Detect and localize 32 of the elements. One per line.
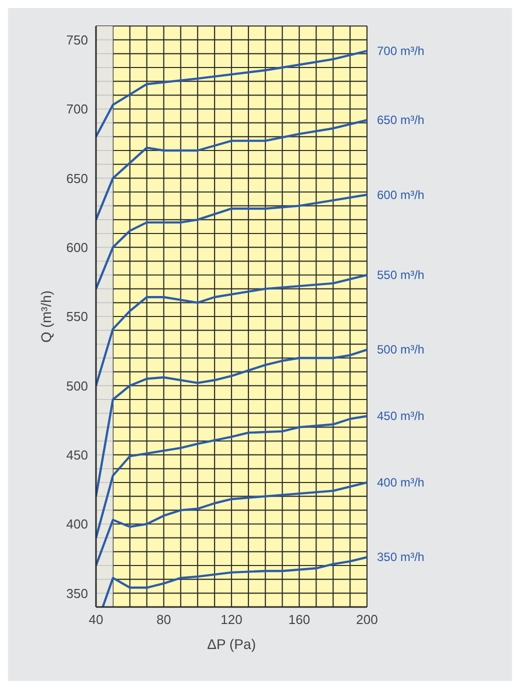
y-tick-label: 750 (66, 32, 88, 48)
series-label: 700 m³/h (377, 44, 424, 58)
line-series (96, 194, 367, 290)
y-tick-label: 350 (66, 586, 88, 601)
y-tick-label: 700 (66, 102, 88, 117)
x-tick-label: 40 (88, 612, 104, 628)
line-series (96, 415, 367, 539)
y-tick-label: 450 (66, 447, 88, 462)
line-series (102, 556, 367, 607)
x-tick-label: 120 (220, 612, 242, 628)
x-tick-label: 200 (356, 612, 378, 628)
series-label: 550 m³/h (377, 268, 424, 282)
series-label: 400 m³/h (377, 476, 424, 490)
series-label: 600 m³/h (377, 188, 424, 202)
line-series (96, 50, 367, 138)
line-series (96, 481, 367, 567)
line-series (96, 118, 367, 221)
x-tick-label: 80 (156, 612, 171, 628)
series-label: 450 m³/h (377, 409, 424, 424)
y-tick-label: 400 (66, 516, 88, 532)
line-series (96, 274, 367, 387)
x-tick-label: 160 (288, 612, 310, 628)
series-label: 650 m³/h (377, 113, 424, 128)
y-tick-label: 500 (66, 378, 88, 394)
series-label: 500 m³/h (377, 342, 424, 357)
y-axis-title: Q (m³/h) (38, 290, 54, 343)
y-tick-label: 600 (66, 240, 88, 255)
y-tick-label: 650 (66, 170, 88, 186)
series-label: 350 m³/h (377, 550, 424, 564)
x-axis-title: ΔP (Pa) (207, 636, 256, 652)
line-series (96, 348, 367, 498)
y-tick-label: 550 (66, 309, 88, 324)
